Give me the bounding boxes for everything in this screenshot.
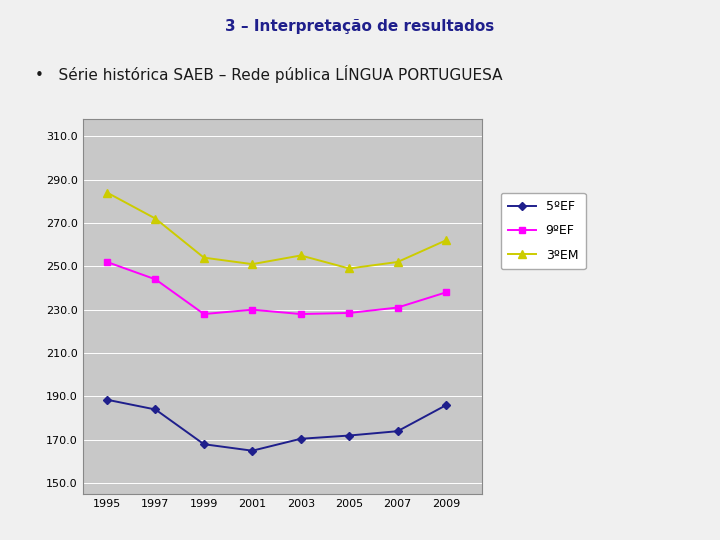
Text: 3 – Interpretação de resultados: 3 – Interpretação de resultados xyxy=(225,19,495,34)
Legend: 5ºEF, 9ºEF, 3ºEM: 5ºEF, 9ºEF, 3ºEM xyxy=(500,193,585,269)
Text: •   Série histórica SAEB – Rede pública LÍNGUA PORTUGUESA: • Série histórica SAEB – Rede pública LÍ… xyxy=(35,65,503,83)
